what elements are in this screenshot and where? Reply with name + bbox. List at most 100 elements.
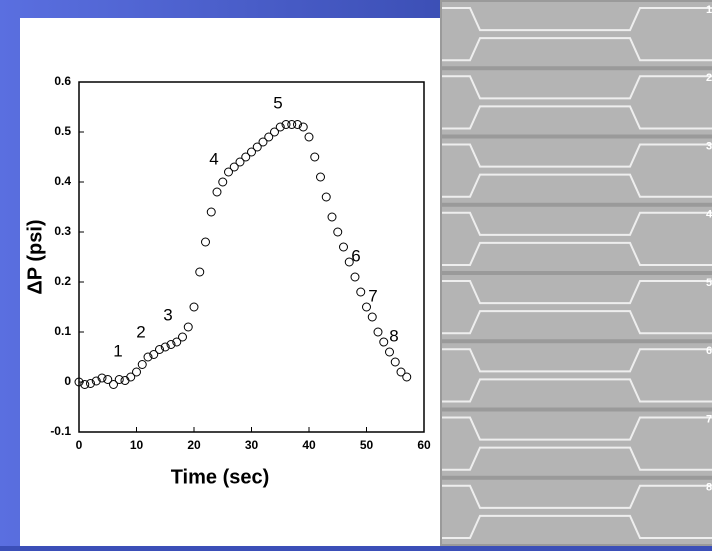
channel bbox=[442, 348, 712, 403]
annotation: 3 bbox=[163, 305, 172, 324]
panel-label: 6 bbox=[706, 345, 712, 357]
point bbox=[155, 345, 164, 354]
point bbox=[143, 352, 153, 362]
annotation: 6 bbox=[351, 246, 360, 265]
x-tick-label: 40 bbox=[302, 438, 316, 452]
point bbox=[172, 337, 182, 347]
chart-panel bbox=[20, 18, 440, 546]
micrograph bbox=[442, 275, 712, 340]
panel-label: 5 bbox=[706, 277, 712, 289]
point bbox=[103, 375, 113, 384]
point bbox=[235, 157, 245, 167]
point bbox=[201, 237, 210, 247]
y-tick-label: 0.3 bbox=[54, 224, 71, 238]
micrograph bbox=[442, 411, 712, 476]
channel bbox=[442, 7, 712, 62]
point bbox=[287, 120, 297, 129]
point bbox=[264, 132, 274, 142]
annotation: 5 bbox=[273, 93, 282, 112]
point bbox=[149, 350, 159, 359]
point bbox=[183, 322, 193, 332]
point bbox=[166, 340, 176, 349]
micrograph bbox=[442, 206, 712, 271]
annotation: 8 bbox=[389, 326, 398, 345]
point bbox=[327, 212, 337, 222]
point bbox=[160, 342, 170, 352]
micrograph bbox=[442, 479, 712, 544]
point bbox=[114, 375, 124, 384]
y-axis-label: ΔP (psi) bbox=[24, 219, 46, 294]
point bbox=[241, 152, 251, 162]
point bbox=[86, 379, 95, 388]
point bbox=[109, 380, 118, 389]
point bbox=[344, 257, 354, 267]
point bbox=[385, 347, 394, 357]
x-tick-label: 60 bbox=[417, 438, 431, 452]
y-tick-label: -0.1 bbox=[50, 424, 71, 438]
x-axis-label: Time (sec) bbox=[171, 466, 270, 488]
point bbox=[137, 360, 147, 369]
y-tick-label: 0.1 bbox=[54, 324, 71, 338]
point bbox=[310, 152, 320, 162]
panel-label: 4 bbox=[706, 209, 712, 221]
y-tick-label: 0.4 bbox=[54, 174, 71, 188]
point bbox=[321, 192, 331, 202]
point bbox=[195, 267, 205, 277]
x-tick-label: 50 bbox=[360, 438, 374, 452]
point bbox=[402, 372, 412, 382]
annotation: 2 bbox=[136, 322, 145, 341]
panel-label: 3 bbox=[706, 140, 712, 152]
micrograph-panels: 1 2 3 4 5 6 7 8 bbox=[442, 2, 712, 544]
annotation: 4 bbox=[209, 149, 218, 168]
point bbox=[379, 337, 389, 347]
channel bbox=[442, 211, 712, 266]
channel bbox=[442, 484, 712, 539]
point bbox=[247, 147, 256, 157]
point bbox=[212, 187, 222, 197]
channel bbox=[442, 280, 712, 335]
point bbox=[132, 367, 141, 377]
panel-label: 7 bbox=[706, 413, 712, 425]
point bbox=[97, 373, 107, 383]
point bbox=[316, 172, 325, 182]
x-tick-label: 0 bbox=[76, 438, 83, 452]
point bbox=[218, 177, 228, 187]
point bbox=[178, 332, 187, 342]
point bbox=[258, 137, 268, 147]
point bbox=[270, 127, 279, 137]
point bbox=[396, 367, 406, 377]
y-tick-label: 0.5 bbox=[54, 124, 71, 138]
y-tick-label: 0 bbox=[64, 374, 71, 388]
point bbox=[229, 162, 239, 172]
channel bbox=[442, 75, 712, 130]
panel-label: 1 bbox=[706, 4, 712, 16]
annotation: 1 bbox=[113, 341, 122, 360]
point bbox=[91, 376, 101, 386]
x-tick-label: 20 bbox=[187, 438, 201, 452]
panel-label: 2 bbox=[706, 72, 712, 84]
point bbox=[356, 287, 366, 297]
y-tick-label: 0.2 bbox=[54, 274, 71, 288]
point bbox=[339, 242, 348, 252]
point bbox=[80, 380, 90, 389]
point bbox=[350, 272, 360, 282]
annotation: 7 bbox=[368, 286, 377, 305]
channel bbox=[442, 143, 712, 198]
point bbox=[252, 142, 262, 152]
micrograph bbox=[442, 138, 712, 203]
point bbox=[390, 357, 400, 367]
point bbox=[206, 207, 216, 217]
point bbox=[367, 312, 377, 322]
panel-label: 8 bbox=[706, 482, 712, 494]
point bbox=[293, 120, 302, 129]
point bbox=[362, 302, 371, 312]
point bbox=[189, 302, 199, 312]
channel bbox=[442, 416, 712, 471]
point bbox=[333, 227, 343, 237]
micrograph bbox=[442, 70, 712, 135]
point bbox=[275, 122, 285, 132]
point bbox=[281, 120, 291, 129]
x-tick-label: 10 bbox=[130, 438, 144, 452]
